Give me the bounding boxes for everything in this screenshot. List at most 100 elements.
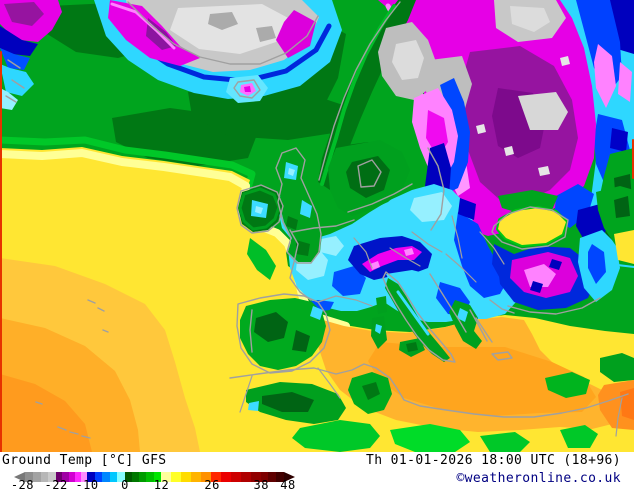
colorbar-segment (48, 472, 57, 482)
po-valley-cyan (386, 270, 428, 286)
britain-darkgreen-bits (286, 216, 310, 256)
copyright-link[interactable]: ©weatheronline.co.uk (456, 471, 621, 486)
greenland-purple-core (4, 2, 44, 26)
atlas-cyan-dot (248, 401, 259, 411)
colorbar-segment (74, 472, 81, 482)
atlantic-orange-3 (0, 374, 92, 452)
colorbar-segment (62, 472, 69, 482)
greenland-lightcyan (0, 88, 18, 110)
morocco-borders (239, 367, 341, 413)
ireland-lightcyan (255, 206, 263, 214)
denmark-darkgreen (346, 156, 390, 198)
colorbar-segment (87, 472, 95, 482)
britain-cyan-patches (284, 162, 312, 218)
east-edge-darkblue-spot (610, 128, 628, 152)
greenland-cyan (0, 64, 34, 96)
britain-lightcyan-dot (288, 168, 295, 176)
east-edge-yellow-strip (614, 230, 634, 264)
forecast-datetime-label: Th 01-01-2026 18:00 UTC (18+96) (365, 453, 621, 468)
colorbar-segment (139, 472, 147, 482)
france-lightcyan-north (316, 236, 344, 256)
greenland-darkblue (0, 26, 38, 56)
footer: Ground Temp [°C] GFS Th 01-01-2026 18:00… (0, 452, 634, 490)
colorbar-segments (25, 472, 284, 482)
sahara-green-1 (390, 424, 470, 452)
colorbar-tick-label: -10 (75, 478, 99, 490)
norway-coastline (318, 1, 401, 181)
colorbar-segment (102, 472, 110, 482)
baltic-coastline (347, 147, 445, 231)
colorbar-tick-label: 48 (280, 478, 296, 490)
massif-central-blue (332, 266, 366, 296)
colorbar-segment (268, 472, 277, 482)
greece-cyan-bit (457, 308, 468, 322)
ireland-green-edge (238, 187, 281, 231)
alps-pink-dots (370, 248, 414, 270)
colorbar-ticks: -28 -22 -10 0 12 26 38 48 (10, 478, 296, 490)
colorbar-segment (260, 472, 269, 482)
iceland-magenta-east (276, 10, 316, 58)
colorbar-segment (40, 472, 49, 482)
mediterranean-orange-deep (368, 342, 596, 416)
faroe-magenta-dot (244, 86, 251, 92)
russia-gray-north-core (510, 6, 550, 32)
faroe-coastline (233, 79, 261, 99)
denmark-coastline (357, 159, 382, 188)
colorbar-segment (240, 472, 251, 482)
iceland-pink-edge (110, 2, 176, 50)
ground-temperature-map (0, 0, 634, 452)
cyrenaica-green (600, 353, 634, 382)
colorbar-segment (109, 472, 118, 482)
colorbar-segment (146, 472, 154, 482)
colorbar-segment (94, 472, 103, 482)
scandes-gray-light (392, 40, 424, 80)
iceland-gray-mid-dots (208, 12, 276, 42)
sahara-green-3 (560, 425, 598, 448)
adriatic-coastline (429, 273, 488, 342)
libya-green (545, 372, 590, 398)
colorbar-left-arrow-icon (14, 472, 25, 482)
sahara-green-2 (480, 432, 530, 452)
algeria-brightgreen (292, 420, 380, 452)
colorbar-segment (117, 472, 125, 482)
colorbar-segment (250, 472, 261, 482)
nile-border (615, 397, 623, 437)
corsica-green (376, 296, 387, 314)
colorbar-segment (160, 472, 172, 482)
tunisia-darkgreen (362, 382, 380, 400)
east-edge-pink-1 (594, 44, 616, 108)
colorbar-segment (131, 472, 140, 482)
sea-darkgreen-faroe-band (188, 86, 352, 140)
map-svg (0, 0, 634, 452)
colorbar-tick-label: 26 (204, 478, 220, 490)
blacksea-coastline (491, 206, 569, 250)
greece-crete-coastline (475, 299, 515, 361)
colorbar-segment (80, 472, 88, 482)
colorbar-segment (153, 472, 161, 482)
turkey-south-coastline (507, 297, 601, 315)
caucasus-darkgreen-spot (614, 196, 630, 218)
sicily-darkgreen (406, 342, 418, 352)
green-finger-celtic (247, 238, 276, 280)
iceland-coastline (127, 1, 319, 65)
iberia-darkgreen (254, 312, 310, 352)
atlantic-island-marks (35, 299, 109, 439)
iberia-cyan-spot (310, 306, 323, 320)
colorbar-segment (68, 472, 75, 482)
colorbar-segment (221, 472, 232, 482)
colorbar-tick-label: 12 (153, 478, 170, 490)
colorbar-tick-label: -22 (44, 478, 68, 490)
blacksea-yellow (498, 208, 566, 245)
colorbar-segment (276, 472, 284, 482)
italy-coastline (382, 271, 456, 363)
colorbar-tick-label: 38 (253, 478, 269, 490)
colorbar-segment (56, 472, 63, 482)
colorbar-tick-label: -28 (10, 478, 35, 490)
atlas-darkgreen (262, 392, 314, 412)
legend-title: Ground Temp [°C] GFS (2, 453, 167, 468)
colorbar-segment (25, 472, 33, 482)
colorbar-segment (124, 472, 132, 482)
colorbar-segment (201, 472, 212, 482)
greece-green (449, 300, 482, 349)
turkey-darkblue-spots (530, 259, 562, 293)
